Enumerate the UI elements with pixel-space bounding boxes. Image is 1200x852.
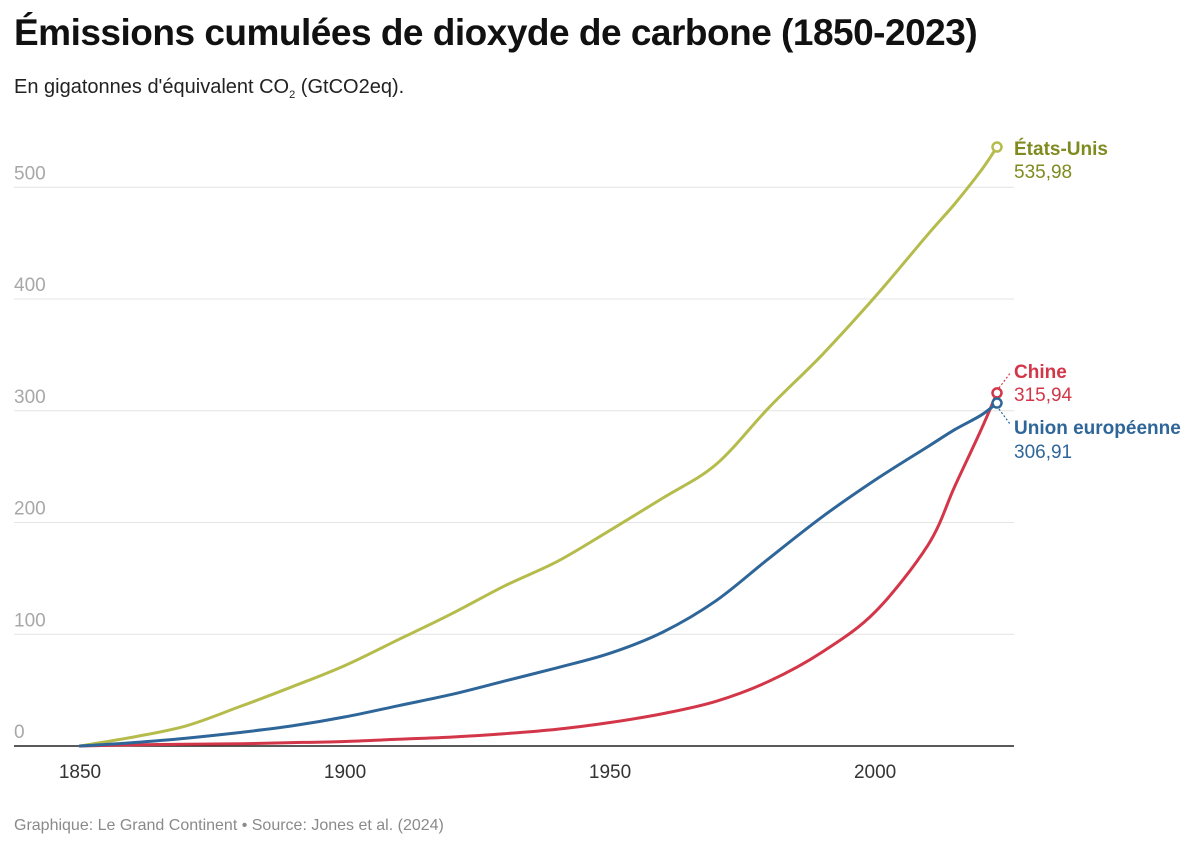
x-tick-label: 1900	[324, 762, 366, 783]
series-name-label: Union européenne	[1014, 418, 1181, 439]
series-line-union-europeenne	[78, 401, 999, 748]
y-tick-label: 300	[14, 387, 46, 408]
x-axis-ticks: 1850 1900 1950 2000	[59, 762, 896, 783]
y-tick-label: 200	[14, 499, 46, 520]
series-line-chine	[78, 391, 999, 748]
label-leader-chine	[998, 371, 1012, 389]
subtitle-prefix: En gigatonnes d'équivalent CO	[14, 76, 290, 98]
end-point-chine	[991, 387, 1003, 399]
series-value-label: 306,91	[1014, 442, 1072, 463]
x-tick-label: 1850	[59, 762, 101, 783]
x-tick-label: 1950	[589, 762, 631, 783]
subtitle-subscript: 2	[289, 89, 296, 101]
y-tick-label: 0	[14, 722, 25, 743]
series-value-label: 315,94	[1014, 385, 1073, 406]
series-name-label: États-Unis	[1014, 138, 1108, 160]
chart-title: Émissions cumulées de dioxyde de carbone…	[14, 12, 978, 53]
chart-subtitle: En gigatonnes d'équivalent CO2 (GtCO2eq)…	[14, 76, 404, 101]
series-lines	[78, 141, 1003, 748]
end-point-etats-unis	[991, 141, 1003, 153]
x-tick-label: 2000	[854, 762, 896, 783]
subtitle-suffix: (GtCO2eq).	[295, 76, 405, 98]
label-leader-union-europeenne	[998, 408, 1011, 425]
series-value-label: 535,98	[1014, 162, 1072, 183]
series-line-etats-unis	[78, 145, 999, 748]
source-footer: Graphique: Le Grand Continent • Source: …	[14, 817, 444, 834]
end-point-union-europeenne	[991, 397, 1003, 409]
gridlines	[14, 186, 1014, 635]
y-tick-label: 400	[14, 275, 46, 296]
y-tick-label: 500	[14, 163, 46, 184]
y-tick-label: 100	[14, 610, 46, 631]
series-name-label: Chine	[1014, 362, 1067, 383]
y-axis-ticks: 0 100 200 300 400 500	[14, 163, 46, 743]
